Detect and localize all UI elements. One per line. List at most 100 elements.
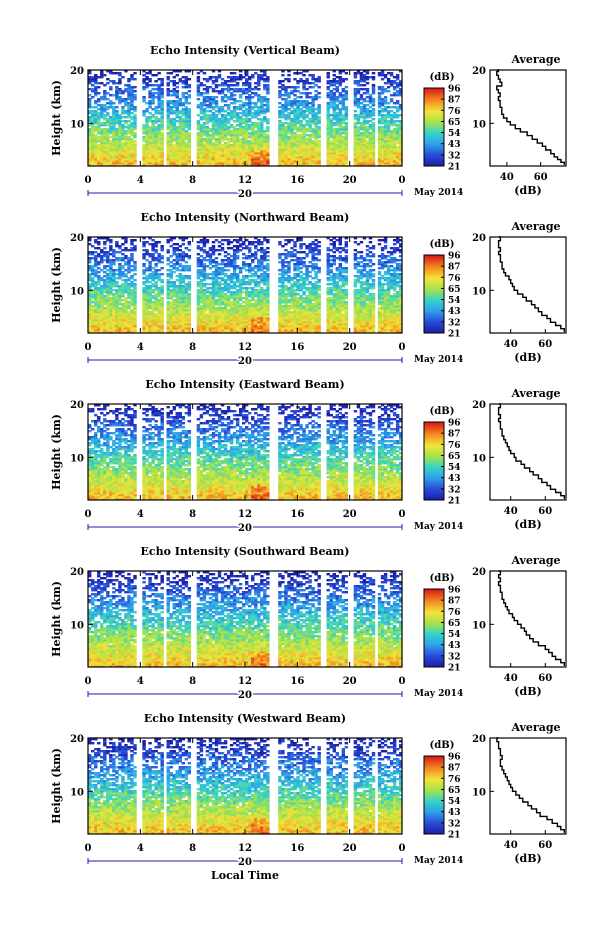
x-tick-label: 20 bbox=[343, 342, 357, 353]
colorbar-tick-label: 96 bbox=[448, 586, 461, 596]
x-tick-label: 8 bbox=[189, 509, 196, 520]
date-day-label: 20 bbox=[238, 857, 252, 868]
x-axis-label: Local Time bbox=[211, 869, 279, 882]
heatmap-cells bbox=[88, 70, 402, 166]
x-tick-label: 8 bbox=[189, 342, 196, 353]
colorbar-tick-label: 87 bbox=[448, 430, 461, 440]
average-title: Average bbox=[510, 387, 560, 400]
heatmap-cells bbox=[88, 738, 402, 834]
average-y-tick-label: 20 bbox=[472, 567, 486, 578]
colorbar-unit: (dB) bbox=[430, 740, 455, 751]
average-x-tick-label: 60 bbox=[538, 506, 552, 517]
colorbar-tick-label: 65 bbox=[448, 786, 461, 796]
average-title: Average bbox=[510, 721, 560, 734]
x-tick-label: 16 bbox=[290, 342, 304, 353]
colorbar-tick-label: 87 bbox=[448, 764, 461, 774]
colorbar-tick-label: 76 bbox=[448, 107, 461, 117]
colorbar-tick-label: 32 bbox=[448, 819, 461, 829]
average-x-label: (dB) bbox=[514, 852, 541, 865]
average-y-tick-label: 20 bbox=[472, 734, 486, 745]
colorbar-tick-label: 65 bbox=[448, 619, 461, 629]
heatmap-cells bbox=[88, 404, 402, 500]
colorbar-tick-label: 43 bbox=[448, 307, 461, 317]
colorbar-tick-label: 32 bbox=[448, 652, 461, 662]
x-tick-label: 12 bbox=[238, 342, 252, 353]
x-tick-label: 20 bbox=[343, 509, 357, 520]
y-axis-label: Height (km) bbox=[50, 80, 63, 156]
y-axis-label: Height (km) bbox=[50, 247, 63, 323]
x-tick-label: 20 bbox=[343, 676, 357, 687]
colorbar bbox=[424, 756, 444, 834]
x-tick-label: 8 bbox=[189, 175, 196, 186]
x-tick-label: 0 bbox=[85, 342, 92, 353]
colorbar-tick-label: 54 bbox=[448, 797, 461, 807]
x-tick-label: 12 bbox=[238, 509, 252, 520]
colorbar-tick-label: 21 bbox=[448, 831, 461, 841]
x-tick-label: 0 bbox=[85, 175, 92, 186]
colorbar bbox=[424, 589, 444, 667]
colorbar bbox=[424, 422, 444, 500]
average-x-tick-label: 40 bbox=[504, 840, 518, 851]
average-x-tick-label: 40 bbox=[504, 339, 518, 350]
average-y-tick-label: 10 bbox=[472, 453, 486, 464]
colorbar-tick-label: 65 bbox=[448, 452, 461, 462]
heatmap-cells bbox=[88, 237, 402, 333]
x-tick-label: 0 bbox=[85, 509, 92, 520]
colorbar-tick-label: 43 bbox=[448, 474, 461, 484]
colorbar-tick-label: 87 bbox=[448, 597, 461, 607]
average-profile-line bbox=[499, 404, 565, 499]
average-y-tick-label: 10 bbox=[472, 119, 486, 130]
x-tick-label: 16 bbox=[290, 509, 304, 520]
x-tick-label: 20 bbox=[343, 843, 357, 854]
colorbar-tick-label: 76 bbox=[448, 441, 461, 451]
colorbar-tick-label: 32 bbox=[448, 485, 461, 495]
average-x-label: (dB) bbox=[514, 351, 541, 364]
colorbar-tick-label: 96 bbox=[448, 85, 461, 95]
y-tick-label: 20 bbox=[70, 400, 84, 411]
panel-title: Echo Intensity (Northward Beam) bbox=[141, 211, 350, 224]
x-tick-label: 20 bbox=[343, 175, 357, 186]
average-x-tick-label: 40 bbox=[504, 506, 518, 517]
average-y-tick-label: 10 bbox=[472, 620, 486, 631]
colorbar-tick-label: 43 bbox=[448, 641, 461, 651]
colorbar-tick-label: 54 bbox=[448, 463, 461, 473]
average-x-tick-label: 40 bbox=[504, 673, 518, 684]
colorbar-tick-label: 76 bbox=[448, 608, 461, 618]
date-day-label: 20 bbox=[238, 523, 252, 534]
colorbar-unit: (dB) bbox=[430, 72, 455, 83]
colorbar-tick-label: 54 bbox=[448, 129, 461, 139]
y-axis-label: Height (km) bbox=[50, 748, 63, 824]
average-x-tick-label: 60 bbox=[534, 172, 548, 183]
average-profile-line bbox=[497, 738, 564, 833]
colorbar-tick-label: 21 bbox=[448, 330, 461, 340]
colorbar-tick-label: 21 bbox=[448, 497, 461, 507]
panel-4: Echo Intensity (Southward Beam)2010Heigh… bbox=[50, 545, 566, 701]
x-tick-label: 12 bbox=[238, 676, 252, 687]
average-frame bbox=[490, 738, 566, 834]
y-tick-label: 20 bbox=[70, 734, 84, 745]
average-x-tick-label: 60 bbox=[538, 673, 552, 684]
colorbar-tick-label: 87 bbox=[448, 96, 461, 106]
panel-title: Echo Intensity (Eastward Beam) bbox=[145, 378, 344, 391]
average-title: Average bbox=[510, 220, 560, 233]
colorbar-unit: (dB) bbox=[430, 573, 455, 584]
colorbar-tick-label: 32 bbox=[448, 318, 461, 328]
colorbar-tick-label: 43 bbox=[448, 140, 461, 150]
x-tick-label: 16 bbox=[290, 175, 304, 186]
x-tick-label: 16 bbox=[290, 843, 304, 854]
colorbar-tick-label: 54 bbox=[448, 296, 461, 306]
x-tick-label: 8 bbox=[189, 843, 196, 854]
y-axis-label: Height (km) bbox=[50, 414, 63, 490]
average-frame bbox=[490, 404, 566, 500]
average-profile-line bbox=[497, 70, 565, 165]
panel-title: Echo Intensity (Vertical Beam) bbox=[150, 44, 340, 57]
x-tick-label: 4 bbox=[137, 843, 144, 854]
x-tick-label: 8 bbox=[189, 676, 196, 687]
average-profile-line bbox=[499, 237, 565, 332]
date-month-label: May 2014 bbox=[414, 522, 463, 532]
x-tick-label: 0 bbox=[399, 676, 406, 687]
colorbar-tick-label: 96 bbox=[448, 753, 461, 763]
date-month-label: May 2014 bbox=[414, 355, 463, 365]
panel-title: Echo Intensity (Southward Beam) bbox=[141, 545, 350, 558]
panel-5: Echo Intensity (Westward Beam)2010Height… bbox=[50, 712, 566, 868]
